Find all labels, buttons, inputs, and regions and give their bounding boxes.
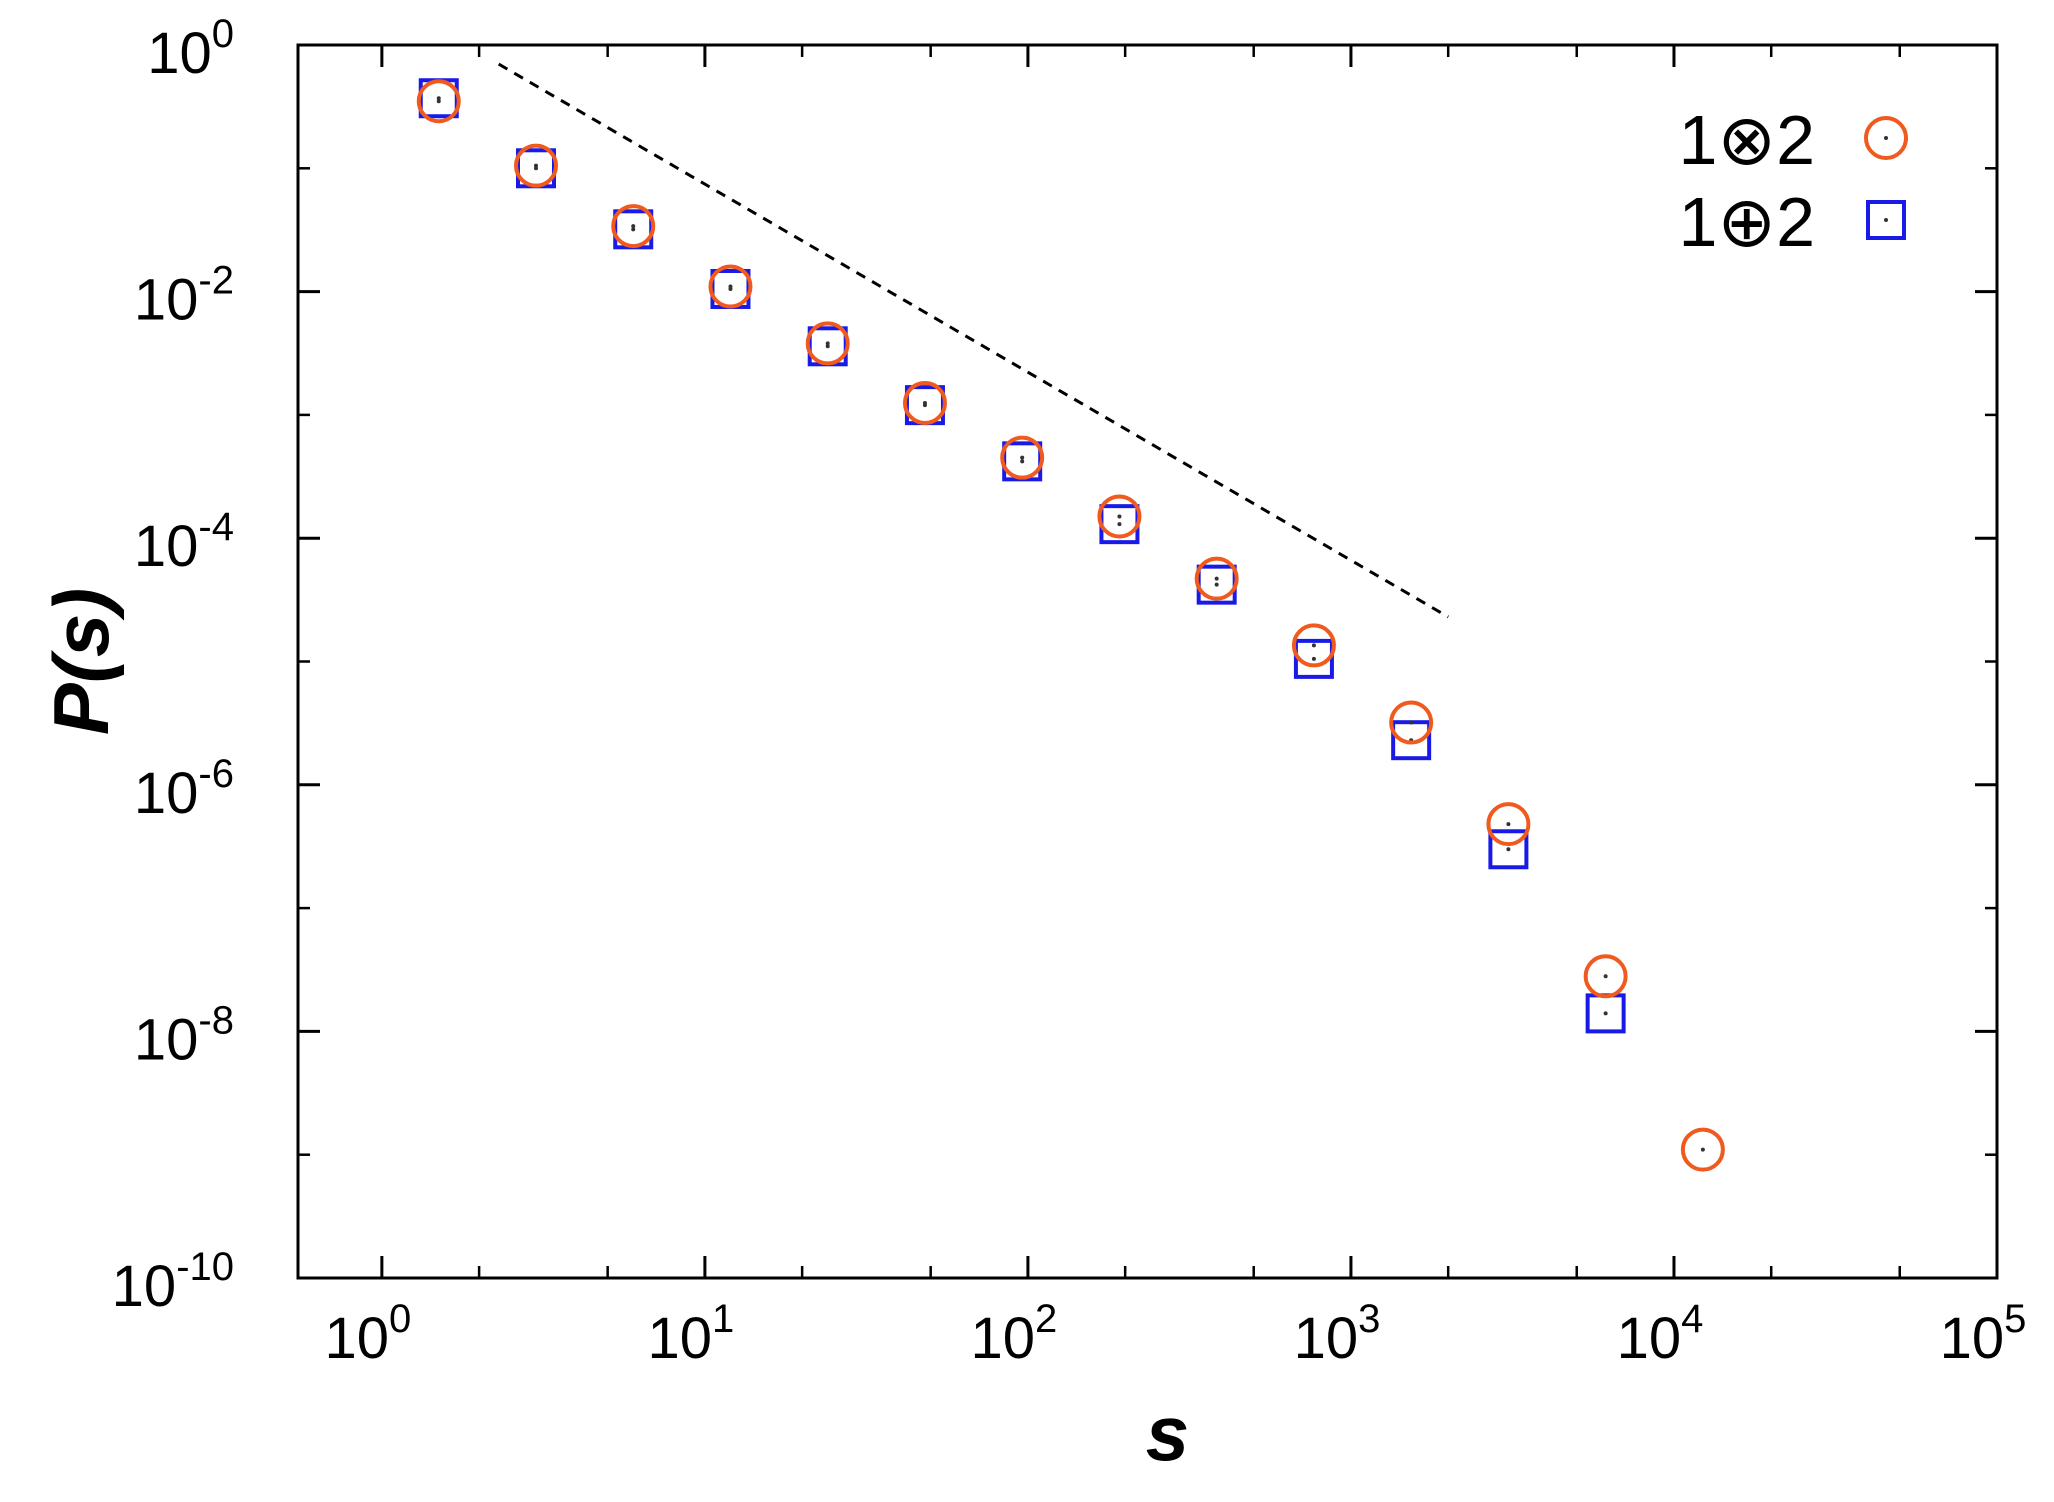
legend-label: 1⊗2 (1678, 101, 1815, 179)
legend-marker-square (1866, 200, 1906, 240)
legend-marker-square-center (1884, 218, 1888, 222)
circle-point-center (922, 400, 927, 405)
legend-marker-circle-center (1884, 136, 1888, 140)
square-point-center (1214, 582, 1219, 587)
square-point (1293, 638, 1334, 679)
x-tick-label: 100 (324, 1297, 411, 1371)
circle-point (611, 204, 656, 249)
y-tick-label: 10-6 (134, 752, 234, 826)
circle-point (416, 79, 461, 124)
circle-point (513, 143, 558, 188)
circle-point-center (533, 163, 538, 168)
circle-point-center (1409, 720, 1414, 725)
square-point-center (1506, 847, 1511, 852)
x-tick-label: 104 (1617, 1297, 1704, 1371)
x-tick-label: 103 (1294, 1297, 1381, 1371)
square-point-center (1117, 522, 1122, 527)
circle-point (1680, 1127, 1725, 1172)
circle-point-center (1506, 822, 1511, 827)
circle-point (1389, 700, 1434, 745)
circle-point (708, 264, 753, 309)
circle-point (902, 380, 947, 425)
square-point-center (1311, 656, 1316, 661)
square-point (1488, 829, 1529, 870)
circle-point (805, 321, 850, 366)
circle-point-center (436, 99, 441, 104)
circle-point-center (1603, 974, 1608, 979)
y-tick-label: 10-8 (134, 998, 234, 1072)
square-point-center (1603, 1011, 1608, 1016)
circle-point-center (1214, 576, 1219, 581)
reference-dashed-line (497, 62, 1449, 619)
y-tick-label: 10-10 (112, 1245, 234, 1319)
y-tick-label: 10-4 (134, 505, 234, 579)
circle-point-center (1700, 1147, 1705, 1152)
circle-point-center (631, 224, 636, 229)
circle-point (1291, 623, 1336, 668)
square-point-center (825, 344, 830, 349)
legend: 1⊗21⊕2 (1678, 101, 1908, 261)
square-point-center (436, 96, 441, 101)
circle-point-center (1020, 455, 1025, 460)
y-tick-label: 10-2 (134, 259, 234, 333)
circle-point-center (1311, 643, 1316, 648)
circle-point (1097, 494, 1142, 539)
square-point-center (1020, 459, 1025, 464)
circle-point-center (1117, 514, 1122, 519)
x-tick-label: 101 (648, 1297, 735, 1371)
circle-point (1194, 556, 1239, 601)
circle-point (1583, 954, 1628, 999)
x-tick-label: 102 (971, 1297, 1058, 1371)
x-tick-label: 105 (1940, 1297, 2027, 1371)
x-axis-title: s (1146, 1389, 1189, 1477)
circle-point-center (825, 341, 830, 346)
y-tick-label: 100 (147, 12, 234, 86)
y-axis-title: P(s) (37, 588, 125, 735)
circle-point (1486, 802, 1531, 847)
circle-point-center (728, 284, 733, 289)
circle-point (1000, 435, 1045, 480)
square-point-center (631, 227, 636, 232)
legend-label: 1⊕2 (1678, 183, 1815, 261)
legend-marker-circle (1864, 116, 1908, 160)
